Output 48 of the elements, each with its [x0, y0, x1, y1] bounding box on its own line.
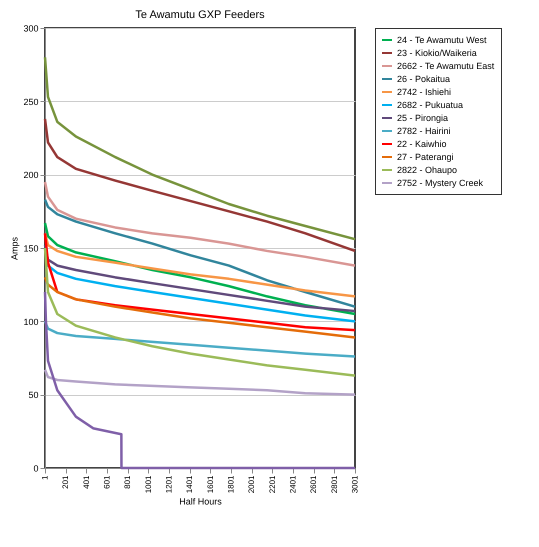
legend-label: 27 - Paterangi [397, 152, 454, 162]
x-tick-label: 201 [61, 474, 70, 489]
legend-label: 2782 - Hairini [397, 126, 451, 136]
y-tick-label: 50 [28, 390, 38, 400]
x-tick-label: 3001 [350, 474, 360, 494]
line-series [44, 232, 356, 298]
legend-label: 25 - Pirongia [397, 113, 448, 123]
x-tick-label: 401 [82, 474, 91, 489]
x-tick-label: 2601 [309, 474, 318, 494]
x-tick-label: 2801 [330, 474, 339, 494]
legend-label: 2822 - Ohaupo [397, 165, 458, 175]
x-tick-label: 1001 [144, 474, 153, 494]
legend-label: 2752 - Mystery Creek [397, 178, 484, 188]
x-tick-label: 1201 [164, 474, 174, 494]
y-axis-title: Amps [9, 236, 20, 260]
x-tick-label: 2401 [288, 474, 298, 494]
line-series [44, 246, 356, 377]
x-tick-label: 1401 [185, 474, 194, 494]
x-tick-label: 601 [102, 474, 112, 489]
x-axis-title: Half Hours [179, 496, 222, 506]
line-series [44, 244, 356, 312]
x-tick-label: 2001 [247, 474, 256, 494]
y-tick-label: 300 [23, 24, 38, 34]
legend-label: 22 - Kaiwhio [397, 139, 447, 149]
y-tick-label: 0 [33, 464, 38, 474]
legend-label: 23 - Kiokio/Waikeria [397, 48, 477, 58]
line-series [44, 320, 356, 358]
y-tick-label: 100 [23, 316, 38, 327]
legend-label: 24 - Te Awamutu West [397, 35, 488, 45]
line-series [44, 368, 356, 396]
line-series [44, 276, 356, 339]
chart-title: Te Awamutu GXP Feeders [135, 9, 266, 21]
x-tick-label: 801 [123, 474, 132, 489]
y-tick-label: 200 [23, 170, 38, 180]
line-series [44, 198, 356, 308]
legend-label: 2682 - Pukuatua [397, 100, 464, 110]
legend-label: 26 - Pokaitua [397, 74, 450, 84]
y-tick-label: 150 [23, 244, 38, 254]
line-series [44, 180, 356, 267]
x-tick-label: 1601 [206, 474, 215, 494]
legend-label: 2742 - Ishiehi [397, 87, 452, 97]
line-series [44, 56, 356, 240]
line-series [44, 118, 356, 252]
y-tick-label: 250 [23, 96, 38, 107]
x-tick-label: 1 [40, 474, 50, 480]
legend-label: 2662 - Te Awamutu East [397, 61, 495, 71]
x-tick-label: 1801 [226, 474, 236, 494]
x-tick-label: 2201 [268, 474, 277, 494]
